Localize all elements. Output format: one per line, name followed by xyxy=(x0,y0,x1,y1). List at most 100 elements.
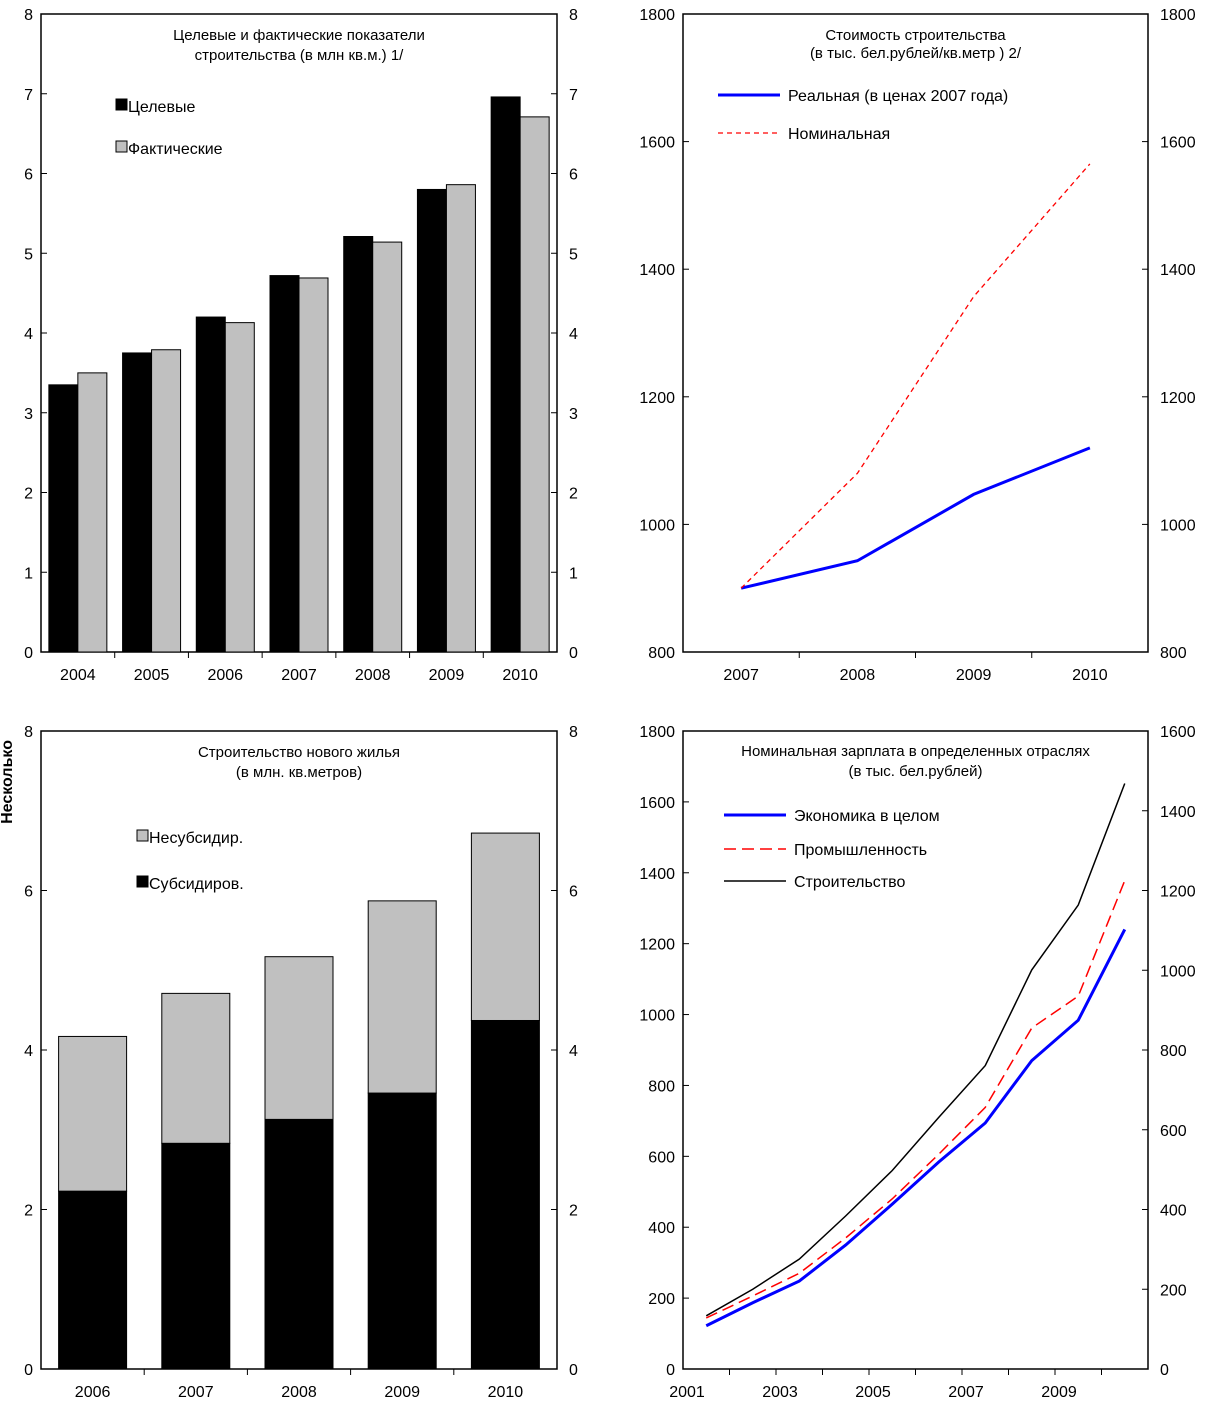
y-tick-label: 4 xyxy=(24,326,33,343)
bar-target xyxy=(416,188,447,653)
bar-target xyxy=(195,316,226,653)
bar-actual xyxy=(298,277,329,653)
chart-subtitle: (в тыс. бел.рублей/кв.метр ) 2/ xyxy=(810,45,1022,62)
bar-unsubsidized xyxy=(58,1035,128,1192)
bar-subsidized xyxy=(161,1142,231,1370)
series-line-nominal xyxy=(740,163,1091,589)
legend-label: Экономика в целом xyxy=(794,808,940,825)
y-tick-label: 1000 xyxy=(639,517,675,534)
y-tick-label: 0 xyxy=(24,645,33,662)
y-tick-label: 1000 xyxy=(639,1008,675,1025)
legend-swatch xyxy=(115,98,128,111)
legend-label: Целевые xyxy=(128,99,195,116)
y-tick-label-right: 800 xyxy=(1160,1043,1187,1060)
y-tick-label: 0 xyxy=(666,1362,675,1379)
y-tick-label-right: 6 xyxy=(569,167,578,184)
x-tick-label: 2005 xyxy=(134,667,170,684)
legend-label: Промышленность xyxy=(794,842,927,859)
y-tick-label-right: 800 xyxy=(1160,645,1187,662)
y-tick-label-right: 0 xyxy=(569,1362,578,1379)
chart-title: Целевые и фактические показатели xyxy=(173,27,425,44)
y-tick-label-right: 5 xyxy=(569,246,578,263)
y-tick-label: 1400 xyxy=(639,262,675,279)
bar-subsidized xyxy=(264,1118,334,1370)
y-tick-label-right: 200 xyxy=(1160,1282,1187,1299)
chart-title: Номинальная зарплата в определенных отра… xyxy=(741,743,1090,760)
x-tick-label: 2007 xyxy=(948,1384,984,1401)
side-text: Несколько xyxy=(0,740,16,824)
bar-subsidized xyxy=(58,1190,128,1370)
chart-title: Стоимость строительства xyxy=(825,27,1006,44)
x-tick-label: 2006 xyxy=(207,667,243,684)
y-tick-label-right: 0 xyxy=(569,645,578,662)
bar-subsidized xyxy=(470,1019,540,1370)
y-tick-label-right: 4 xyxy=(569,1043,578,1060)
y-tick-label-right: 1200 xyxy=(1160,884,1196,901)
legend-label: Фактические xyxy=(128,141,223,158)
chart-subtitle: (в млн. кв.метров) xyxy=(236,764,362,781)
y-tick-label: 2 xyxy=(24,486,33,503)
y-tick-label-right: 1400 xyxy=(1160,262,1196,279)
y-tick-label-right: 1000 xyxy=(1160,517,1196,534)
y-tick-label: 1800 xyxy=(639,724,675,741)
legend-label: Субсидиров. xyxy=(149,876,244,893)
series-line-construction xyxy=(705,783,1126,1317)
x-tick-label: 2008 xyxy=(281,1384,317,1401)
bar-target xyxy=(343,236,374,653)
x-tick-label: 2008 xyxy=(840,667,876,684)
y-tick-label: 6 xyxy=(24,884,33,901)
y-tick-label-right: 1000 xyxy=(1160,963,1196,980)
x-tick-label: 2010 xyxy=(502,667,538,684)
bar-target xyxy=(490,96,521,653)
chart-2: Стоимость строительства(в тыс. бел.рубле… xyxy=(639,7,1195,684)
series-line-real xyxy=(740,446,1091,590)
bar-target xyxy=(48,384,79,653)
legend-swatch xyxy=(136,829,149,842)
legend-swatch xyxy=(115,140,128,153)
x-tick-label: 2006 xyxy=(75,1384,111,1401)
y-tick-label: 800 xyxy=(648,1078,675,1095)
y-tick-label: 7 xyxy=(24,87,33,104)
y-tick-label-right: 1400 xyxy=(1160,804,1196,821)
plot-frame xyxy=(682,13,1149,653)
y-tick-label: 200 xyxy=(648,1291,675,1308)
y-tick-label-right: 1800 xyxy=(1160,7,1196,24)
y-tick-label: 800 xyxy=(648,645,675,662)
x-tick-label: 2007 xyxy=(281,667,317,684)
x-tick-label: 2003 xyxy=(762,1384,798,1401)
y-tick-label: 8 xyxy=(24,724,33,741)
y-tick-label: 600 xyxy=(648,1149,675,1166)
y-tick-label: 8 xyxy=(24,7,33,24)
y-tick-label-right: 6 xyxy=(569,884,578,901)
x-tick-label: 2008 xyxy=(355,667,391,684)
chart-1: Целевые и фактические показатели строител… xyxy=(24,7,578,684)
bar-actual xyxy=(519,116,550,653)
chart-subtitle: строительства (в млн кв.м.) 1/ xyxy=(195,47,405,64)
x-tick-label: 2001 xyxy=(669,1384,705,1401)
series-line-industry xyxy=(705,880,1126,1319)
y-tick-label-right: 7 xyxy=(569,87,578,104)
y-tick-label: 5 xyxy=(24,246,33,263)
y-tick-label: 1200 xyxy=(639,390,675,407)
y-tick-label: 1400 xyxy=(639,866,675,883)
bar-unsubsidized xyxy=(161,992,231,1144)
y-tick-label: 1 xyxy=(24,565,33,582)
y-tick-label: 3 xyxy=(24,406,33,423)
y-tick-label-right: 400 xyxy=(1160,1203,1187,1220)
y-tick-label-right: 2 xyxy=(569,1203,578,1220)
y-tick-label: 4 xyxy=(24,1043,33,1060)
y-tick-label-right: 1600 xyxy=(1160,724,1196,741)
bar-actual xyxy=(151,349,182,653)
y-tick-label-right: 1 xyxy=(569,565,578,582)
y-tick-label-right: 3 xyxy=(569,406,578,423)
bar-actual xyxy=(77,372,108,653)
y-tick-label: 400 xyxy=(648,1220,675,1237)
bar-subsidized xyxy=(367,1092,437,1370)
x-tick-label: 2007 xyxy=(723,667,759,684)
bar-actual xyxy=(372,241,403,653)
chart-title: Строительство нового жилья xyxy=(198,744,400,761)
y-tick-label-right: 8 xyxy=(569,724,578,741)
legend-label: Реальная (в ценах 2007 года) xyxy=(788,88,1008,105)
bar-actual xyxy=(445,184,476,653)
